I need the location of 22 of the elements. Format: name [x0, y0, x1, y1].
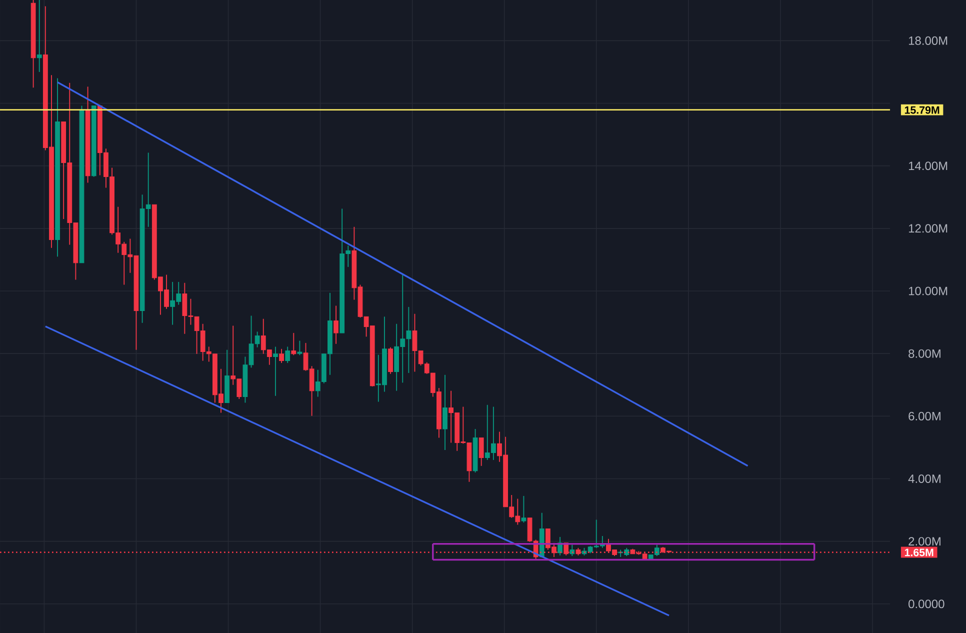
candlestick	[478, 437, 484, 466]
y-tick-label: 0.0000	[908, 600, 944, 608]
candlestick	[273, 346, 278, 396]
candlestick	[297, 340, 302, 356]
candlestick	[291, 332, 296, 356]
candlestick	[442, 374, 448, 450]
y-tick-label: 8.00M	[908, 349, 940, 358]
candlestick	[36, 0, 42, 72]
y-tick-label: 2.00M	[908, 537, 940, 546]
y-tick-label: 18.00M	[908, 36, 948, 45]
candlestick	[285, 346, 290, 364]
y-tick-label: 4.00M	[908, 474, 940, 483]
candlestick	[388, 346, 393, 374]
ref-line-label: 1.65M	[904, 548, 934, 556]
y-tick-label: 12.00M	[908, 224, 948, 233]
y-tick-label: 6.00M	[908, 412, 940, 420]
candlestick	[521, 495, 526, 524]
y-tick-label: 10.00M	[908, 286, 948, 296]
y-tick-label: 14.00M	[908, 162, 948, 170]
candlestick	[334, 305, 338, 344]
ref-line-label: 15.79M	[904, 106, 940, 114]
candlestick	[279, 348, 284, 364]
